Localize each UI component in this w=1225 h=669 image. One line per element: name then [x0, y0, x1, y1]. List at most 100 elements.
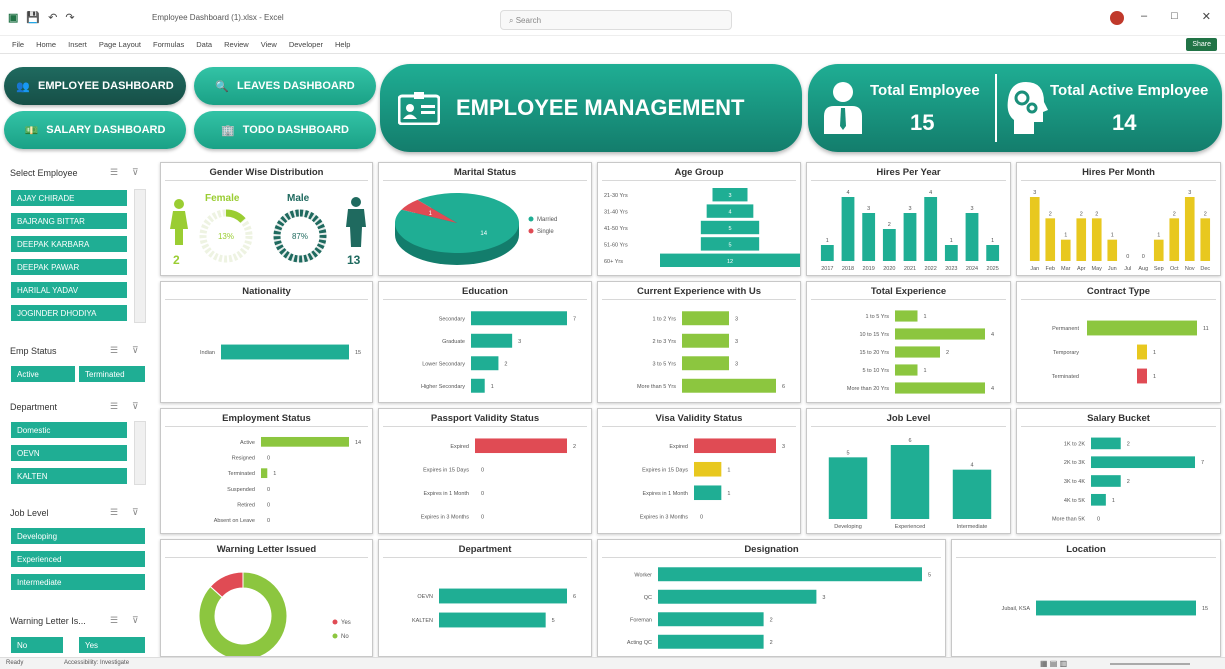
tab-home[interactable]: Home [36, 40, 57, 49]
tab-help[interactable]: Help [335, 40, 351, 49]
bar-label: Expires in 15 Days [642, 467, 688, 473]
bar-label: Absent on Leave [214, 518, 255, 524]
data-label: 1 [1153, 374, 1156, 380]
slicer-item[interactable]: AJAY CHIRADE [10, 189, 128, 207]
data-label: 1 [727, 491, 730, 497]
male-count: 13 [347, 253, 361, 267]
slicer-item[interactable]: JOGINDER DHODIYA [10, 304, 128, 322]
male-percent: 87% [292, 232, 308, 241]
bar-label: 1 to 5 Yrs [866, 314, 890, 320]
bar-label: Secondary [439, 316, 466, 322]
clear-filter-icon[interactable]: ⊽ [132, 507, 139, 517]
maximize-button[interactable]: □ [1171, 10, 1178, 22]
donut-slice [198, 571, 288, 656]
clear-filter-icon[interactable]: ⊽ [132, 401, 139, 411]
tab-page-layout[interactable]: Page Layout [98, 40, 141, 49]
bar-label: 3K to 4K [1064, 479, 1085, 485]
female-gauge: 13% [199, 209, 253, 263]
search-input[interactable]: ⌕ Search [500, 10, 732, 30]
multi-select-icon[interactable]: ☰ [110, 345, 119, 355]
close-button[interactable]: ✕ [1201, 11, 1211, 23]
zoom-slider[interactable] [1110, 663, 1190, 665]
data-label: 7 [1201, 460, 1204, 466]
tab-review[interactable]: Review [224, 40, 249, 49]
tick-label: Sep [1154, 266, 1164, 272]
data-label: 6 [573, 594, 576, 600]
bar [682, 333, 729, 348]
male-label: Male [287, 193, 310, 204]
clear-filter-icon[interactable]: ⊽ [132, 615, 139, 625]
card-warning-letter: Warning Letter Issued Yes No [160, 539, 373, 657]
bar [1045, 218, 1056, 261]
tab-developer[interactable]: Developer [288, 40, 324, 49]
bar-label: 60+ Yrs [604, 259, 623, 265]
minimize-button[interactable]: – [1141, 10, 1148, 22]
slicer-scrollbar[interactable] [134, 421, 146, 485]
card-title: Visa Validity Status [655, 413, 743, 424]
tab-data[interactable]: Data [196, 40, 213, 49]
bar-label: Expires in 1 Month [642, 491, 688, 497]
multi-select-icon[interactable]: ☰ [110, 401, 119, 411]
bar [1200, 218, 1211, 261]
accessibility-status[interactable]: Accessibility: Investigate [64, 660, 130, 666]
todo-dashboard-button[interactable]: 🏢 TODO DASHBOARD [194, 111, 376, 149]
employee-dashboard-button[interactable]: 👥 EMPLOYEE DASHBOARD [4, 67, 186, 105]
card-title: Passport Validity Status [430, 413, 540, 424]
data-label: 5 [728, 242, 731, 248]
donut-slice [209, 571, 244, 598]
save-icon[interactable]: 💾 [26, 12, 41, 24]
tab-file[interactable]: File [12, 40, 25, 49]
slicer-item[interactable]: Yes [78, 636, 146, 654]
bar-label: Expires in 3 Months [640, 514, 689, 520]
card-contract-type: Contract Type Permanent 11 Temporary 1 Termi… [1016, 281, 1221, 403]
data-label: 5 [728, 226, 731, 232]
slicer-item[interactable]: Active [10, 365, 76, 383]
slicer-title: Department [10, 402, 58, 412]
data-label: 0 [481, 514, 484, 520]
slicer-item[interactable]: No [10, 636, 64, 654]
slicer-item[interactable]: Experienced [10, 550, 146, 568]
slicer-item[interactable]: Domestic [10, 421, 128, 439]
tab-view[interactable]: View [260, 40, 277, 49]
slicer-item[interactable]: Developing [10, 527, 146, 545]
undo-icon[interactable]: ↶ [48, 12, 58, 24]
bar [1184, 197, 1195, 261]
data-label: 0 [267, 487, 270, 493]
slicer-item[interactable]: OEVN [10, 444, 128, 462]
clear-filter-icon[interactable]: ⊽ [132, 167, 139, 177]
redo-icon[interactable]: ↷ [65, 12, 75, 24]
data-label: 0 [481, 467, 484, 473]
female-count: 2 [173, 253, 180, 267]
legend-marker [332, 633, 338, 639]
bar [895, 346, 940, 358]
data-label: 3 [970, 206, 973, 212]
slicer-item[interactable]: Terminated [78, 365, 146, 383]
bar [1036, 600, 1196, 616]
user-avatar[interactable] [1110, 11, 1124, 25]
multi-select-icon[interactable]: ☰ [110, 167, 119, 177]
slicer-item[interactable]: HARILAL YADAV [10, 281, 128, 299]
hires-month-chart: 3 Jan 2 Feb 1 Mar 2 Apr 2 May 1 Jun 0 Jul 0 Aug 1 Sep 2 Oct… [1029, 190, 1211, 272]
share-button[interactable]: Share [1186, 38, 1217, 51]
card-title: Hires Per Year [876, 167, 941, 178]
slicer-scrollbar[interactable] [134, 189, 146, 323]
tick-label: 2021 [904, 266, 916, 272]
clear-filter-icon[interactable]: ⊽ [132, 345, 139, 355]
bar-label: OEVN [417, 594, 433, 600]
slicer-item[interactable]: BAJRANG BITTAR [10, 212, 128, 230]
view-icons[interactable]: ▦ ▤ ▥ [1040, 659, 1068, 668]
slicer-item[interactable]: DEEPAK PAWAR [10, 258, 128, 276]
slicer-item[interactable]: KALTEN [10, 467, 128, 485]
slicer-item[interactable]: Intermediate [10, 573, 146, 591]
tab-insert[interactable]: Insert [68, 40, 87, 49]
multi-select-icon[interactable]: ☰ [110, 507, 119, 517]
bar [471, 311, 567, 326]
leaves-dashboard-button[interactable]: 🔍 LEAVES DASHBOARD [194, 67, 376, 105]
tab-formulas[interactable]: Formulas [153, 40, 185, 49]
salary-dashboard-button[interactable]: 💵 SALARY DASHBOARD [4, 111, 186, 149]
multi-select-icon[interactable]: ☰ [110, 615, 119, 625]
slicer-item[interactable]: DEEPAK KARBARA [10, 235, 128, 253]
bar [841, 197, 855, 261]
tick-label: Mar [1061, 266, 1071, 272]
bar [895, 310, 918, 322]
